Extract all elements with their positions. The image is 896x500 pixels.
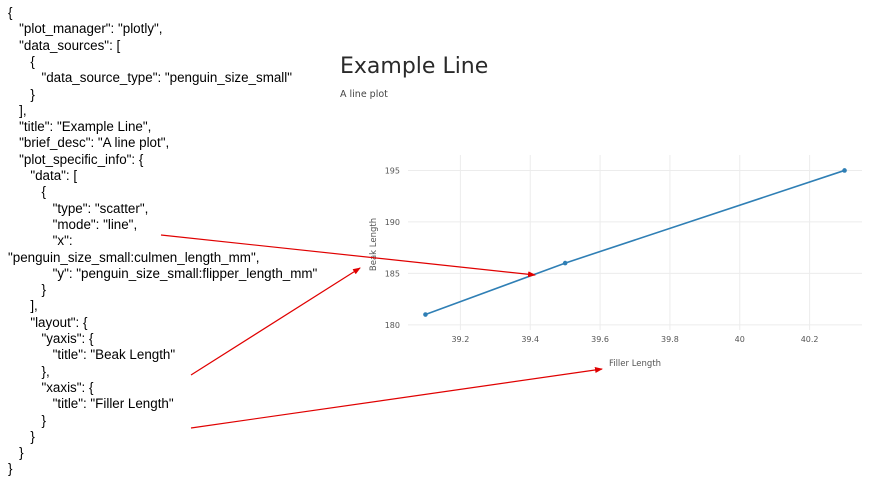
code-line: "title": "Filler Length"	[8, 396, 174, 412]
code-line: }	[8, 412, 46, 428]
data-point	[562, 260, 568, 266]
code-line: {	[8, 53, 35, 69]
annotation-arrows	[160, 234, 603, 429]
code-line: "data": [	[8, 168, 78, 183]
series-line	[425, 169, 845, 316]
code-line: }	[8, 428, 35, 444]
y-tick-label: 180	[385, 321, 400, 330]
code-line: "xaxis": {	[8, 379, 94, 395]
x-tick-label: 40.2	[801, 335, 819, 344]
x-tick-label: 39.8	[661, 335, 679, 344]
code-line: "data_sources": [	[8, 37, 121, 53]
code-line: "title": "Beak Length"	[8, 347, 176, 363]
code-line: "plot_specific_info": {	[8, 151, 144, 167]
arrow-ytitle-to-axis	[190, 267, 361, 376]
code-line: "mode": "line",	[8, 216, 138, 232]
code-line: "title": "Example Line",	[8, 119, 152, 135]
x-tick-label: 40	[735, 335, 745, 344]
page-subtitle: A line plot	[340, 89, 388, 100]
y-tick-label: 195	[385, 166, 400, 175]
code-line: },	[8, 363, 50, 379]
code-line: {	[8, 184, 46, 200]
y-tick-label: 185	[385, 269, 400, 278]
code-line: }	[8, 282, 46, 298]
chart-ticks: 39.2 39.4 39.6 39.8 40 40.2 180 185 190 195	[385, 166, 819, 344]
x-tick-label: 39.2	[451, 335, 469, 344]
code-line: "y": "penguin_size_small:flipper_length_…	[8, 265, 318, 281]
x-axis-title: Filler Length	[609, 359, 661, 369]
code-line: }	[8, 86, 35, 102]
data-point	[423, 312, 428, 317]
series-line-group	[423, 168, 847, 317]
code-line: "yaxis": {	[8, 331, 94, 346]
code-line: ],	[8, 298, 38, 314]
arrow-xtitle-to-axis	[190, 367, 603, 429]
code-line: }	[8, 461, 13, 477]
y-axis-title: Beak Length	[369, 218, 379, 271]
code-line: }	[8, 445, 24, 461]
code-line: "layout": {	[8, 314, 88, 330]
code-line: "type": "scatter",	[8, 200, 149, 216]
code-line: ],	[8, 102, 27, 118]
y-tick-label: 190	[385, 218, 400, 227]
x-tick-label: 39.4	[521, 335, 539, 344]
code-line: "x":	[8, 233, 73, 249]
code-line: "data_source_type": "penguin_size_small"	[8, 70, 293, 86]
code-line: "penguin_size_small:culmen_length_mm",	[8, 249, 260, 265]
arrow-mode-to-line	[160, 234, 536, 278]
x-tick-label: 39.6	[591, 335, 609, 344]
data-point	[842, 168, 847, 173]
chart-grid	[408, 155, 862, 330]
code-line: "brief_desc": "A line plot",	[8, 135, 170, 151]
page-title: Example Line	[340, 54, 489, 79]
code-line: {	[8, 5, 13, 20]
code-line: "plot_manager": "plotly",	[8, 21, 163, 37]
